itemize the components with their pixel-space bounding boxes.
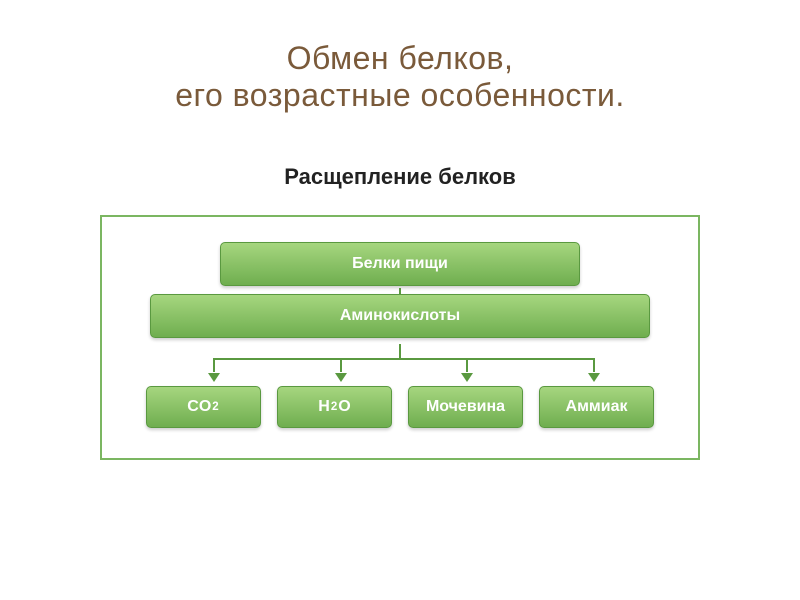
row-top: Белки пищи [122,242,678,286]
node-ammonia: Аммиак [539,386,654,428]
subtitle: Расщепление белков [0,164,800,190]
node-food-proteins: Белки пищи [220,242,580,286]
branch-drop-1 [340,358,342,372]
row-bottom: CO2 H2O Мочевина Аммиак [122,386,678,428]
connector-branch [122,344,678,384]
branch-horizontal [214,358,594,360]
title-line-1: Обмен белков, [0,40,800,77]
branch-drop-3 [593,358,595,372]
row-middle: Аминокислоты [122,294,678,338]
node-amino-acids: Аминокислоты [150,294,650,338]
branch-stem [399,344,401,358]
branch-drop-0 [213,358,215,372]
node-co2: CO2 [146,386,261,428]
flowchart: Белки пищи Аминокислоты CO2 H2O Мочевина… [100,215,700,460]
slide-title: Обмен белков, его возрастные особенности… [0,0,800,134]
node-h2o: H2O [277,386,392,428]
title-line-2: его возрастные особенности. [0,77,800,114]
branch-drop-2 [466,358,468,372]
node-urea: Мочевина [408,386,523,428]
